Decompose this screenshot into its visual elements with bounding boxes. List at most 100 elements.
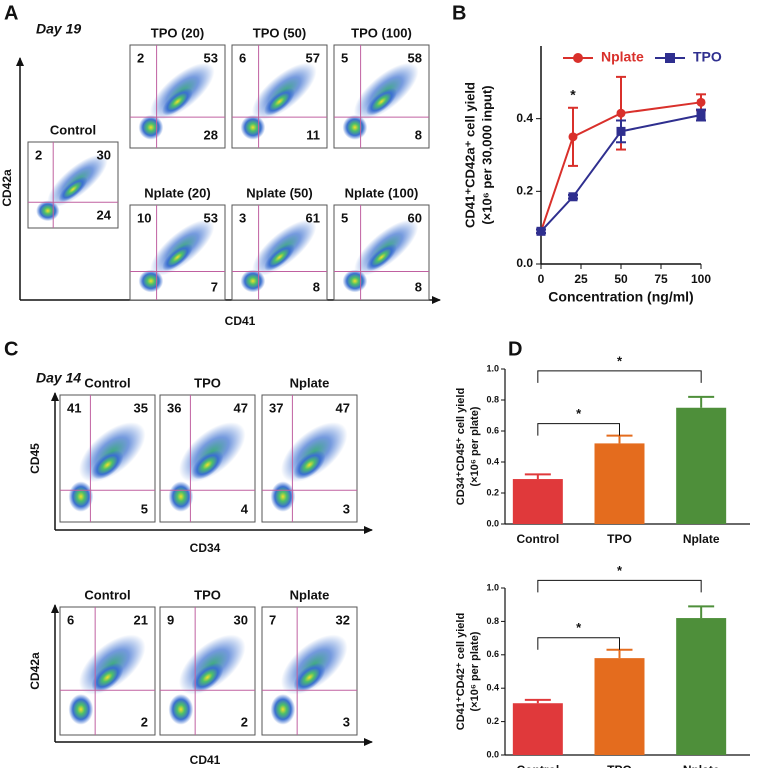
bar — [512, 479, 563, 524]
quadrant-value: 47 — [234, 400, 248, 415]
quadrant-value: 24 — [97, 207, 112, 222]
quadrant-value: 10 — [137, 210, 151, 225]
quadrant-value: 57 — [306, 50, 320, 65]
y-axis-label: (×10⁶ per 30,000 input) — [479, 85, 494, 224]
quadrant-value: 47 — [336, 400, 350, 415]
point — [568, 132, 578, 142]
day-label: Day 14 — [36, 370, 81, 386]
significance-bracket — [537, 370, 702, 383]
quadrant-value: 4 — [241, 501, 249, 516]
significance-bracket — [537, 637, 620, 650]
quadrant-value: 8 — [415, 127, 422, 142]
quadrant-value: 3 — [239, 210, 246, 225]
quadrant-value: 8 — [313, 279, 320, 294]
quadrant-value: 7 — [211, 279, 218, 294]
significance-bracket — [537, 423, 620, 436]
quadrant-value: 21 — [134, 612, 148, 627]
x-tick-label: 50 — [614, 272, 628, 286]
plot-title: Control — [84, 375, 130, 390]
plot-title: TPO (100) — [351, 25, 412, 40]
plot-title: TPO — [194, 375, 221, 390]
panel-label: B — [452, 2, 466, 24]
density — [366, 87, 397, 116]
bar — [676, 407, 727, 524]
quadrant-value: 61 — [306, 210, 320, 225]
bar — [594, 658, 645, 755]
y-tick-label: 0.4 — [516, 111, 533, 125]
y-tick-label: 0.2 — [486, 716, 499, 726]
density — [264, 243, 295, 271]
y-tick-label: 0.8 — [486, 394, 499, 404]
quadrant-value: 30 — [97, 147, 111, 162]
y-axis-label: (×10⁶ per plate) — [469, 406, 481, 486]
quadrant-value: 28 — [204, 127, 218, 142]
plot-title: Nplate (100) — [345, 185, 419, 200]
y-axis-label: CD42a — [28, 652, 42, 690]
y-tick-label: 1.0 — [486, 363, 499, 373]
density — [342, 115, 368, 140]
point — [616, 126, 626, 136]
quadrant-value: 2 — [137, 50, 144, 65]
density — [138, 115, 164, 140]
y-axis-label: CD41⁺CD42⁺ cell yield — [455, 613, 467, 730]
significance-label: * — [576, 406, 582, 421]
y-tick-label: 0.2 — [486, 487, 499, 497]
point — [536, 226, 546, 236]
density — [162, 87, 193, 116]
point — [568, 192, 578, 202]
quadrant-value: 60 — [408, 210, 422, 225]
x-axis-label: CD34 — [190, 541, 221, 555]
y-tick-label: 0.0 — [516, 256, 533, 270]
series-line — [540, 114, 702, 232]
significance-label: * — [576, 620, 582, 635]
legend-label: Nplate — [601, 49, 644, 65]
y-axis-label: CD41⁺CD42a⁺ cell yield — [462, 82, 477, 228]
density — [270, 481, 296, 512]
quadrant-value: 35 — [134, 400, 148, 415]
quadrant-value: 6 — [67, 612, 74, 627]
quadrant-value: 41 — [67, 400, 81, 415]
quadrant-value: 2 — [35, 147, 42, 162]
panel-label: A — [4, 2, 18, 24]
density — [191, 450, 224, 480]
plot-title: Control — [84, 587, 130, 602]
x-tick-label: Nplate — [683, 763, 720, 768]
x-axis-label: CD41 — [190, 753, 221, 767]
x-tick-label: TPO — [607, 532, 632, 546]
quadrant-value: 3 — [343, 714, 350, 729]
point — [696, 97, 706, 107]
panel-label: C — [4, 338, 18, 360]
y-tick-label: 0.0 — [486, 749, 499, 759]
y-axis-label: CD45 — [28, 443, 42, 474]
quadrant-value: 3 — [343, 501, 350, 516]
x-tick-label: Nplate — [683, 532, 720, 546]
significance-bracket — [537, 579, 702, 593]
legend-label: TPO — [693, 49, 722, 65]
y-tick-label: 0.4 — [486, 456, 499, 466]
density — [366, 243, 397, 271]
quadrant-value: 30 — [234, 612, 248, 627]
significance-label: * — [617, 353, 623, 368]
quadrant-value: 5 — [341, 210, 348, 225]
legend-marker — [573, 53, 583, 63]
density — [168, 694, 194, 725]
quadrant-value: 53 — [204, 50, 218, 65]
y-axis-label: (×10⁶ per plate) — [469, 631, 481, 711]
density — [264, 87, 295, 116]
x-axis-label: Concentration (ng/ml) — [548, 289, 693, 305]
quadrant-value: 37 — [269, 400, 283, 415]
quadrant-value: 7 — [269, 612, 276, 627]
y-tick-label: 0.8 — [486, 616, 499, 626]
quadrant-value: 5 — [141, 501, 148, 516]
density — [58, 176, 88, 203]
density — [68, 694, 94, 725]
x-tick-label: TPO — [607, 763, 632, 768]
density — [293, 450, 326, 480]
y-tick-label: 0.6 — [486, 649, 499, 659]
y-axis-label: CD34⁺CD45⁺ cell yield — [455, 388, 467, 505]
quadrant-value: 53 — [204, 210, 218, 225]
plot-title: TPO (50) — [253, 25, 306, 40]
x-tick-label: 0 — [538, 272, 545, 286]
quadrant-value: 5 — [341, 50, 348, 65]
